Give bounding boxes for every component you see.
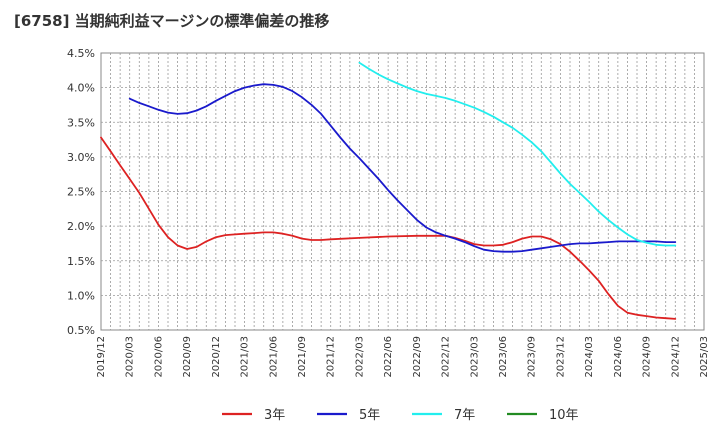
y-tick-label: 1.0% (67, 289, 95, 302)
y-axis: 0.5% 1.0% 1.5% 2.0% 2.5% 3.0% 3.5% 4.0% 4.5% (67, 47, 95, 337)
x-tick-label: 2022/03 (354, 336, 365, 378)
legend-label-2: 7年 (454, 408, 475, 423)
x-tick-label: 2022/09 (412, 336, 423, 378)
grid-layer (101, 53, 704, 330)
legend: 3年 5年 7年 10年 (222, 408, 579, 423)
x-tick-label: 2021/06 (268, 336, 279, 378)
x-tick-label: 2023/09 (527, 336, 538, 378)
x-tick-label: 2021/12 (326, 336, 337, 378)
y-tick-label: 2.5% (67, 186, 95, 199)
x-tick-label: 2024/03 (584, 336, 595, 378)
x-tick-label: 2022/06 (383, 336, 394, 378)
x-tick-label: 2024/09 (642, 336, 653, 378)
x-tick-label: 2020/09 (182, 336, 193, 378)
series-line-2 (358, 61, 677, 247)
legend-label-3: 10年 (549, 408, 579, 423)
series-line-0 (100, 136, 677, 320)
y-tick-label: 1.5% (67, 255, 95, 268)
x-tick-label: 2024/12 (670, 336, 681, 378)
legend-label-0: 3年 (264, 408, 285, 423)
x-tick-label: 2019/12 (96, 336, 107, 378)
y-tick-label: 3.0% (67, 151, 95, 164)
x-tick-label: 2023/06 (498, 336, 509, 378)
x-tick-label: 2020/06 (153, 336, 164, 378)
y-tick-label: 0.5% (67, 324, 95, 337)
x-tick-label: 2020/12 (211, 336, 222, 378)
chart-title: [6758] 当期純利益マージンの標準偏差の推移 (14, 12, 330, 30)
x-tick-label: 2021/09 (297, 336, 308, 378)
y-tick-label: 2.0% (67, 220, 95, 233)
x-tick-label: 2021/03 (240, 336, 251, 378)
series-layer (100, 61, 677, 320)
y-tick-label: 4.0% (67, 82, 95, 95)
y-tick-label: 4.5% (67, 47, 95, 60)
x-tick-label: 2023/03 (469, 336, 480, 378)
x-tick-label: 2024/06 (613, 336, 624, 378)
x-tick-label: 2025/03 (699, 336, 710, 378)
series-line-1 (128, 83, 677, 253)
x-tick-label: 2022/12 (441, 336, 452, 378)
legend-label-1: 5年 (359, 408, 380, 423)
x-tick-label: 2023/12 (555, 336, 566, 378)
y-tick-label: 3.5% (67, 116, 95, 129)
x-tick-label: 2020/03 (125, 336, 136, 378)
x-axis: 2019/12 2020/03 2020/06 2020/09 2020/12 2021/… (96, 336, 710, 378)
